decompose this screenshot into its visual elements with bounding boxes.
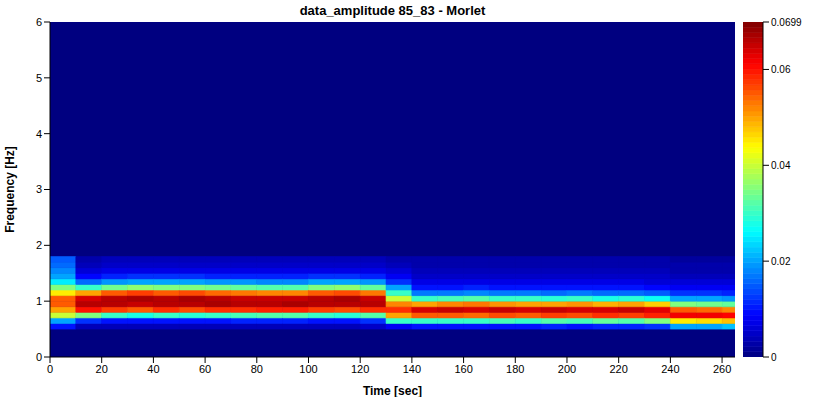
svg-text:0.06: 0.06 — [771, 64, 791, 75]
svg-text:1: 1 — [36, 295, 42, 307]
svg-text:80: 80 — [251, 363, 263, 375]
svg-text:Time [sec]: Time [sec] — [363, 384, 422, 397]
svg-text:0.02: 0.02 — [771, 256, 791, 267]
svg-text:0: 0 — [47, 363, 53, 375]
html-text:data_amplitude 85_83 - Morlet: data_amplitude 85_83 - Morlet — [299, 3, 486, 18]
svg-text:0: 0 — [36, 351, 42, 363]
svg-text:6: 6 — [36, 16, 42, 28]
svg-text:120: 120 — [351, 363, 369, 375]
svg-text:3: 3 — [36, 183, 42, 195]
svg-text:20: 20 — [96, 363, 108, 375]
svg-text:0.04: 0.04 — [771, 160, 791, 171]
svg-text:100: 100 — [299, 363, 317, 375]
svg-text:0: 0 — [771, 352, 777, 363]
svg-text:180: 180 — [506, 363, 524, 375]
svg-text:0.0699: 0.0699 — [771, 17, 802, 28]
svg-text:60: 60 — [199, 363, 211, 375]
svg-text:140: 140 — [403, 363, 421, 375]
svg-text:160: 160 — [454, 363, 472, 375]
svg-text:5: 5 — [36, 72, 42, 84]
svg-text:Frequency [Hz]: Frequency [Hz] — [3, 146, 17, 233]
svg-text:4: 4 — [36, 128, 42, 140]
svg-text:260: 260 — [713, 363, 731, 375]
svg-text:240: 240 — [661, 363, 679, 375]
svg-text:220: 220 — [609, 363, 627, 375]
svg-text:40: 40 — [147, 363, 159, 375]
svg-text:2: 2 — [36, 239, 42, 251]
svg-text:200: 200 — [558, 363, 576, 375]
